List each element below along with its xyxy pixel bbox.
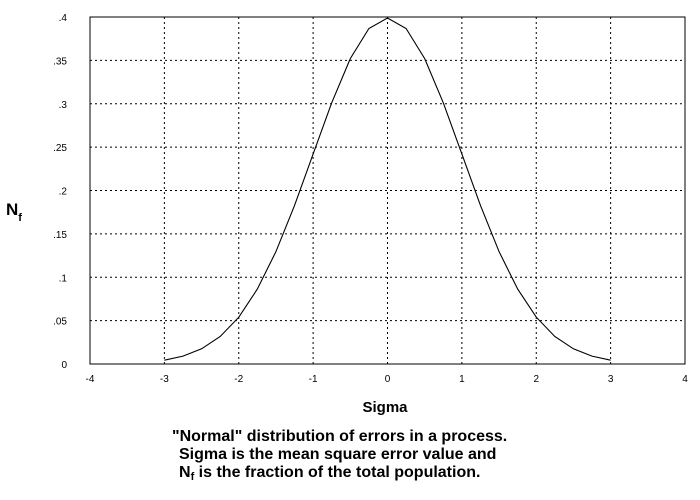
- caption-line-2: Sigma is the mean square error value and: [179, 446, 497, 463]
- y-tick-labels: 0 .05 .1 .15 .2 .25 .3 .35 .4: [53, 13, 67, 371]
- x-tick-label: 1: [459, 374, 465, 385]
- caption-nf-main: N: [179, 464, 191, 481]
- grid-lines: [89, 16, 686, 365]
- y-axis-label: Nf: [6, 200, 22, 224]
- y-tick-label: .2: [59, 187, 68, 198]
- plot-frame: [89, 16, 686, 365]
- y-tick-label: .1: [59, 273, 68, 284]
- y-tick-label: 0: [61, 360, 67, 371]
- x-tick-labels: -4 -3 -2 -1 0 1 2 3 4: [86, 374, 689, 385]
- chart-caption: "Normal" distribution of errors in a pro…: [160, 428, 700, 486]
- y-tick-label: .4: [59, 13, 68, 24]
- y-tick-label: .3: [59, 100, 68, 111]
- x-tick-label: 3: [608, 374, 614, 385]
- y-tick-label: .15: [53, 230, 67, 241]
- caption-line-1: "Normal" distribution of errors in a pro…: [172, 428, 508, 445]
- x-tick-label: 4: [682, 374, 688, 385]
- caption-line-3: Nf is the fraction of the total populati…: [160, 464, 700, 486]
- x-tick-label: -3: [160, 374, 169, 385]
- y-axis-label-main: N: [6, 200, 18, 219]
- x-tick-label: -4: [86, 374, 95, 385]
- x-tick-label: 2: [533, 374, 539, 385]
- caption-line-3-rest: is the fraction of the total population.: [194, 464, 481, 481]
- x-axis-label: Sigma: [362, 399, 408, 416]
- y-tick-label: .35: [53, 56, 67, 67]
- y-tick-label: .05: [53, 317, 67, 328]
- y-axis-label-sub: f: [18, 212, 22, 224]
- x-tick-label: -2: [234, 374, 243, 385]
- y-tick-label: .25: [53, 143, 67, 154]
- series-line: [164, 17, 611, 361]
- x-tick-label: 0: [385, 374, 391, 385]
- caption-nf-sub: f: [190, 471, 195, 483]
- x-tick-label: -1: [309, 374, 318, 385]
- normal-distribution-chart: 0 .05 .1 .15 .2 .25 .3 .35 .4 -4 -3 -2 -1 0 1 2 3 4 Sigm…: [6, 13, 689, 416]
